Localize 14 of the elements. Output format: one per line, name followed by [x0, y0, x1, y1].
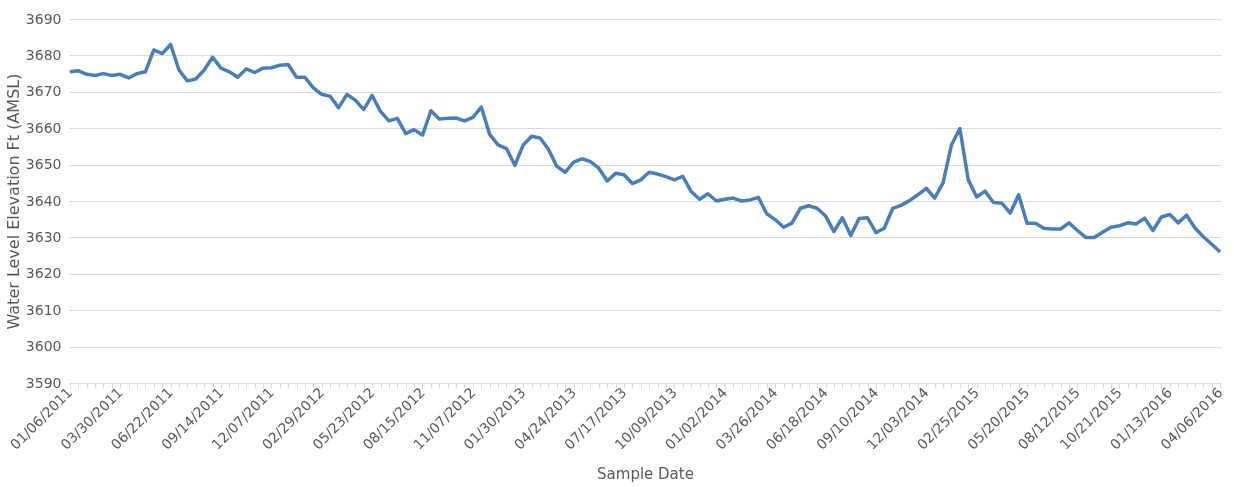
- y-tick-label: 3630: [25, 228, 62, 245]
- y-tick-label: 3650: [25, 156, 62, 173]
- y-tick-label: 3620: [25, 265, 62, 282]
- y-tick-label: 3640: [25, 192, 62, 209]
- y-tick-label: 3590: [25, 374, 62, 391]
- y-tick-label: 3600: [25, 338, 62, 355]
- y-tick-label: 3680: [25, 46, 62, 63]
- y-tick-label: 3670: [25, 83, 62, 100]
- line-series: [68, 42, 1222, 254]
- y-axis-title: Water Level Elevation Ft (AMSL): [3, 73, 23, 330]
- y-tick-label: 3610: [25, 301, 62, 318]
- y-tick-label: 3660: [25, 119, 62, 136]
- y-tick-label: 3690: [25, 10, 62, 27]
- x-axis-title: Sample Date: [597, 464, 694, 483]
